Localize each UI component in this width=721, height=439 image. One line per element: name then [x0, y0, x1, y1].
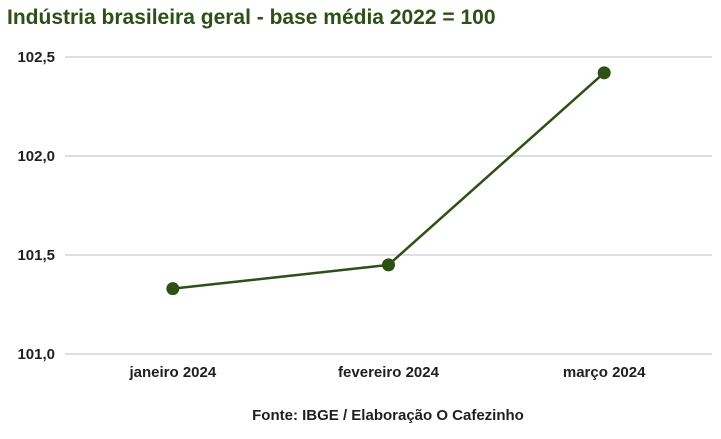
x-tick-label: março 2024	[563, 364, 646, 381]
x-tick-label: janeiro 2024	[128, 364, 216, 381]
y-tick-label: 102,5	[17, 49, 55, 66]
source-note: Fonte: IBGE / Elaboração O Cafezinho	[252, 407, 524, 424]
y-tick-labels: 101,0 101,5 102,0 102,5	[17, 49, 55, 363]
gridlines	[65, 56, 712, 355]
data-point	[382, 258, 395, 272]
data-point	[166, 282, 180, 296]
y-tick-label: 101,5	[17, 247, 55, 264]
series-line	[172, 71, 605, 290]
chart-title: Indústria brasileira geral - base média …	[7, 6, 496, 29]
y-tick-label: 102,0	[17, 148, 55, 165]
x-tick-labels: janeiro 2024 fevereiro 2024 março 2024	[128, 364, 646, 381]
y-tick-label: 101,0	[17, 346, 55, 363]
series-layer	[166, 66, 611, 296]
x-tick-label: fevereiro 2024	[338, 364, 440, 381]
data-point	[597, 66, 611, 80]
